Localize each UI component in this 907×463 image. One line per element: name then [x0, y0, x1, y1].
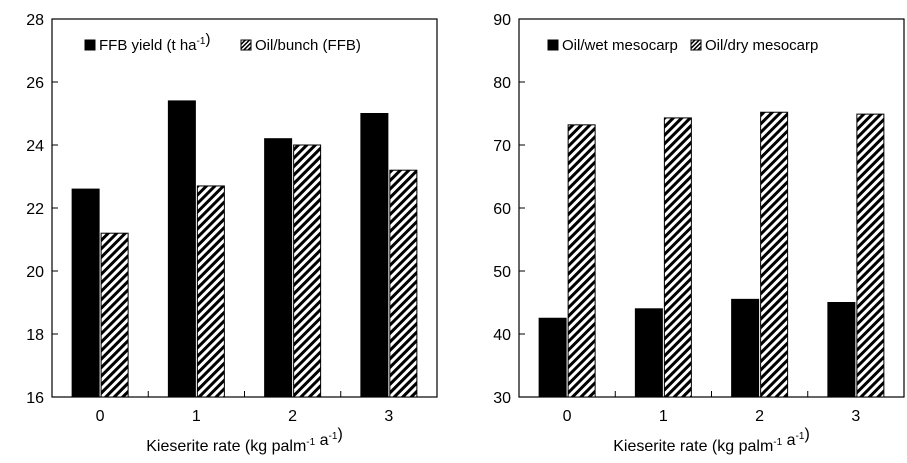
legend-label: Oil/dry mesocarp [705, 37, 818, 54]
bar-series-1 [264, 138, 293, 398]
y-tick-label: 20 [26, 264, 44, 281]
y-tick-label: 60 [493, 201, 511, 218]
y-tick-label: 24 [26, 138, 44, 155]
bar-series-2 [293, 144, 322, 398]
bar-series-2 [856, 113, 885, 398]
y-tick-label: 90 [493, 12, 511, 29]
y-tick-label: 22 [26, 201, 44, 218]
legend-label: FFB yield (t ha-1) [99, 31, 210, 54]
x-tick-label: 3 [851, 408, 860, 425]
bar-series-2 [567, 124, 596, 398]
y-tick-label: 70 [493, 138, 511, 155]
y-tick-label: 18 [26, 327, 44, 344]
bar-series-2 [196, 185, 225, 398]
legend-label: Oil/bunch (FFB) [255, 37, 361, 54]
y-tick-label: 16 [26, 390, 44, 407]
bar-series-1 [634, 308, 663, 398]
legend-swatch [547, 39, 559, 51]
legend-swatch [240, 39, 252, 51]
x-tick-label: 0 [96, 408, 105, 425]
y-tick-label: 26 [26, 75, 44, 92]
x-tick-label: 1 [192, 408, 201, 425]
x-tick-label: 3 [384, 408, 393, 425]
x-tick-label: 2 [288, 408, 297, 425]
y-tick-label: 40 [493, 327, 511, 344]
y-tick-label: 80 [493, 75, 511, 92]
x-axis-label: Kieserite rate (kg palm-1 a-1) [146, 426, 343, 455]
bar-series-1 [167, 100, 196, 398]
bar-series-2 [760, 111, 789, 398]
x-axis-label: Kieserite rate (kg palm-1 a-1) [613, 426, 810, 455]
bar-series-1 [71, 188, 100, 398]
legend-swatch [690, 39, 702, 51]
bar-series-1 [731, 298, 760, 398]
right-chart-panel: 30 40 50 60 70 80 90 0 1 2 3 Oil/wet mesocarp Oil/dr… [493, 12, 905, 455]
y-tick-label: 28 [26, 12, 44, 29]
x-tick-label: 2 [755, 408, 764, 425]
bar-series-1 [538, 317, 567, 398]
y-tick-label: 30 [493, 390, 511, 407]
legend-swatch [84, 39, 96, 51]
bar-series-2 [663, 117, 692, 398]
left-chart-panel: 16 18 20 22 24 26 28 0 1 2 3 FFB yield (t ha-1) Oil/… [26, 12, 438, 455]
bar-series-2 [100, 232, 129, 398]
bar-series-1 [827, 302, 856, 398]
bar-series-2 [389, 169, 418, 398]
x-tick-label: 0 [563, 408, 572, 425]
bar-series-1 [360, 113, 389, 398]
x-tick-label: 1 [659, 408, 668, 425]
y-tick-label: 50 [493, 264, 511, 281]
legend-label: Oil/wet mesocarp [562, 37, 678, 54]
